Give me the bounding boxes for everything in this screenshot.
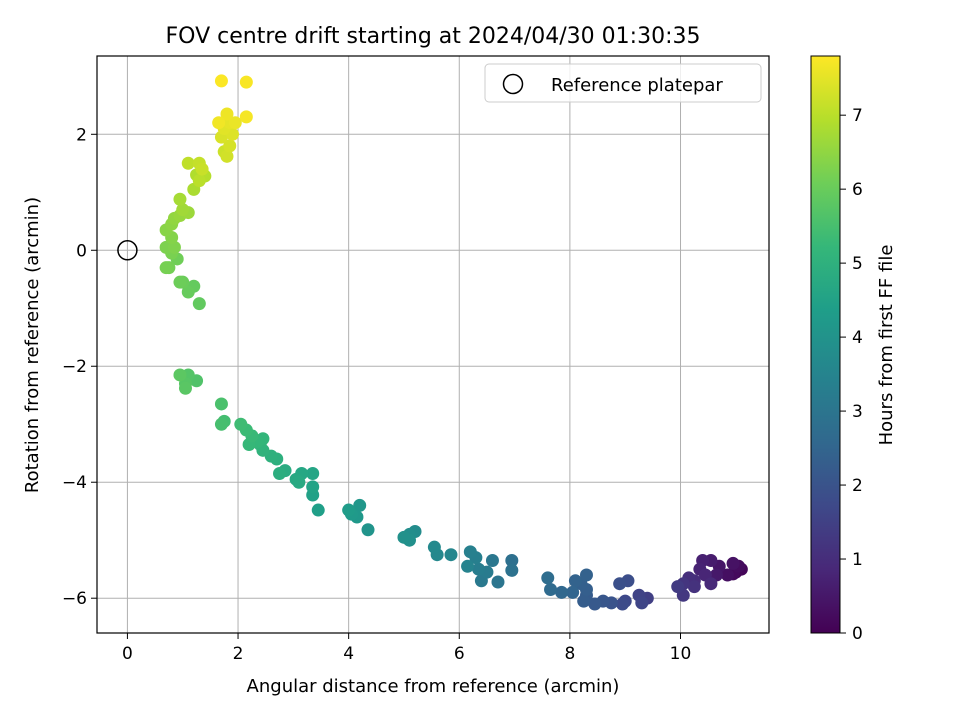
y-tick-label: 0 xyxy=(76,241,87,261)
data-point xyxy=(472,562,486,576)
data-point xyxy=(461,559,475,573)
reference-platepar-marker xyxy=(117,240,138,261)
colorbar-tick-label: 6 xyxy=(852,180,863,200)
data-point xyxy=(444,548,458,562)
data-point xyxy=(721,568,735,582)
colorbar-tick-label: 3 xyxy=(852,402,863,422)
data-point xyxy=(214,74,228,88)
data-point xyxy=(544,583,558,597)
data-point xyxy=(568,574,582,588)
colorbar-tick-label: 7 xyxy=(852,106,863,126)
data-point xyxy=(176,203,190,217)
data-point xyxy=(579,568,593,582)
colorbar-label: Hours from first FF file xyxy=(876,245,897,446)
data-point xyxy=(239,75,253,89)
data-point xyxy=(342,503,356,517)
data-point xyxy=(212,116,226,130)
data-point xyxy=(239,110,253,124)
data-point xyxy=(566,585,580,599)
legend-marker-icon xyxy=(502,73,524,95)
data-point xyxy=(223,139,237,153)
data-point xyxy=(505,563,519,577)
x-tick-label: 2 xyxy=(233,644,244,664)
data-point xyxy=(273,467,287,481)
y-tick-label: 2 xyxy=(76,125,87,145)
data-point xyxy=(613,577,627,591)
colorbar-tick-label: 5 xyxy=(852,254,863,274)
colorbar-tick-label: 0 xyxy=(852,624,863,644)
data-point xyxy=(555,585,569,599)
data-point xyxy=(167,240,181,254)
plot-frame xyxy=(96,55,770,634)
data-point xyxy=(541,571,555,585)
y-axis-label: Rotation from reference (arcmin) xyxy=(22,197,43,493)
y-tick-label: −2 xyxy=(62,357,87,377)
data-point xyxy=(306,467,320,481)
data-point xyxy=(192,174,206,188)
data-point xyxy=(192,297,206,311)
colorbar-tick-label: 4 xyxy=(852,328,863,348)
data-point xyxy=(361,523,375,537)
data-point xyxy=(220,107,234,121)
data-point xyxy=(178,381,192,395)
data-point xyxy=(181,285,195,299)
grid-lines xyxy=(97,56,769,633)
colorbar-tick-label: 2 xyxy=(852,476,863,496)
x-axis-label: Angular distance from reference (arcmin) xyxy=(247,676,620,697)
data-point xyxy=(704,577,718,591)
data-point xyxy=(220,149,234,163)
data-point xyxy=(228,116,242,130)
data-point xyxy=(214,397,228,411)
x-tick-label: 4 xyxy=(343,644,354,664)
data-point xyxy=(173,275,187,289)
data-point xyxy=(427,540,441,554)
data-point xyxy=(588,597,602,611)
data-points xyxy=(159,74,748,611)
data-point xyxy=(181,156,195,170)
chart-title: FOV centre drift starting at 2024/04/30 … xyxy=(166,24,701,49)
data-point xyxy=(311,503,325,517)
data-point xyxy=(397,530,411,544)
x-tick-label: 6 xyxy=(454,644,465,664)
colorbar: 0 1 2 3 4 5 6 7 Hours from first FF file xyxy=(810,55,897,644)
data-point xyxy=(173,368,187,382)
data-point xyxy=(505,554,519,568)
data-point xyxy=(353,498,367,512)
data-point xyxy=(577,594,591,608)
colorbar-tick-label: 1 xyxy=(852,550,863,570)
data-point xyxy=(306,480,320,494)
colorbar-gradient xyxy=(810,55,841,634)
data-point xyxy=(159,261,173,275)
axis-ticks: 0 2 4 6 8 10 −6 −4 −2 0 2 xyxy=(62,125,691,664)
legend-box xyxy=(484,63,762,103)
y-tick-label: −6 xyxy=(62,589,87,609)
data-point xyxy=(491,575,505,589)
data-point xyxy=(485,554,499,568)
data-point xyxy=(463,545,477,559)
x-tick-label: 0 xyxy=(122,644,133,664)
x-tick-label: 10 xyxy=(670,644,692,664)
data-point xyxy=(615,597,629,611)
data-point xyxy=(234,417,248,431)
legend: Reference platepar xyxy=(484,63,762,103)
legend-label: Reference platepar xyxy=(551,75,723,96)
data-point xyxy=(726,556,740,570)
colorbar-ticks: 0 1 2 3 4 5 6 7 xyxy=(840,106,863,644)
data-point xyxy=(195,162,209,176)
data-point xyxy=(671,580,685,594)
data-point xyxy=(292,475,306,489)
data-point xyxy=(687,580,701,594)
data-point xyxy=(214,417,228,431)
x-tick-label: 8 xyxy=(564,644,575,664)
data-point xyxy=(173,192,187,206)
y-tick-label: −4 xyxy=(62,473,87,493)
data-point xyxy=(635,596,649,610)
